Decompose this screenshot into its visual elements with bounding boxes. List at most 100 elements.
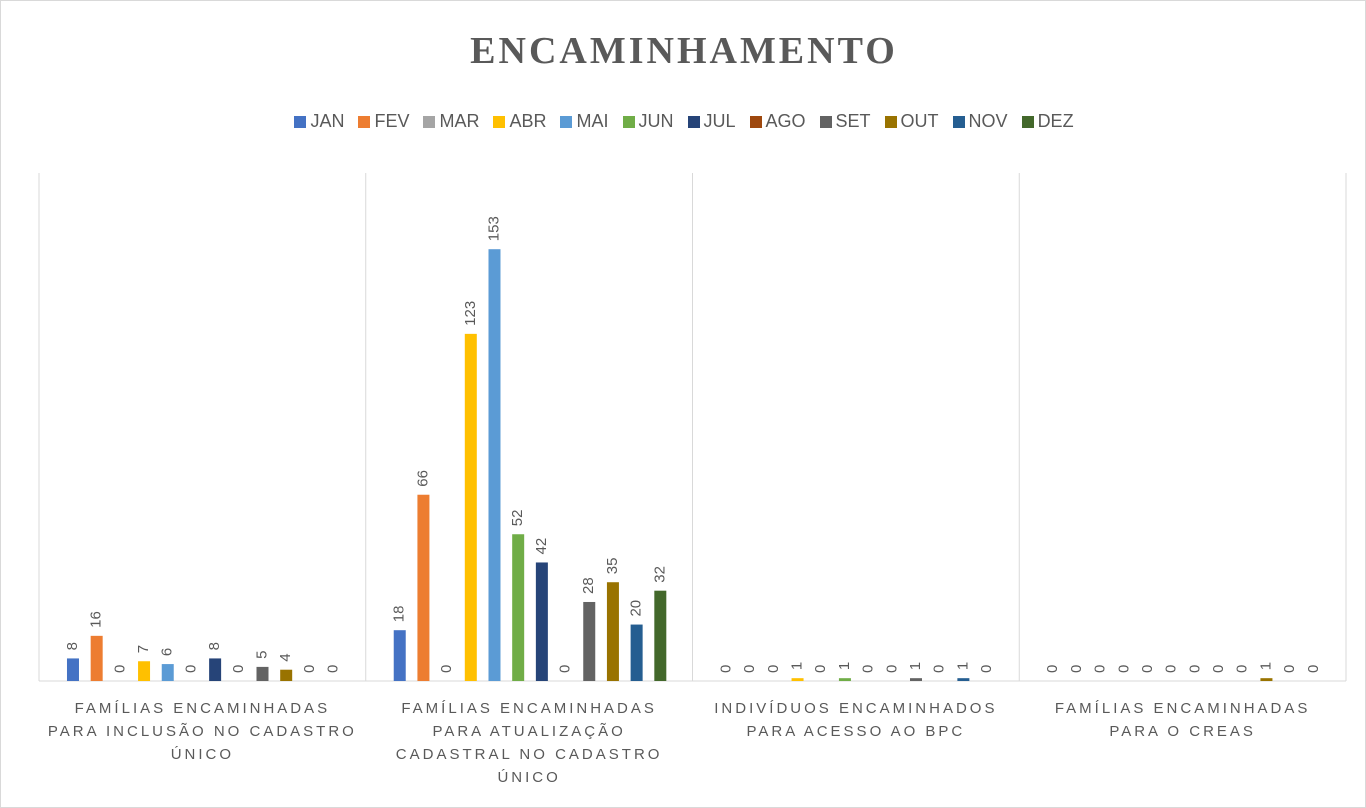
legend-item: DEZ	[1021, 111, 1074, 132]
legend-label: FEV	[374, 111, 410, 131]
data-label: 0	[978, 665, 995, 673]
data-label: 18	[391, 606, 408, 623]
bar	[512, 534, 525, 681]
legend-label: OUT	[900, 111, 939, 131]
data-label: 16	[88, 611, 105, 628]
data-label: 35	[604, 558, 621, 575]
data-label: 0	[860, 665, 877, 673]
bar	[66, 658, 79, 681]
bar	[583, 601, 596, 681]
data-label: 153	[485, 216, 502, 241]
x-tick-label: INDIVÍDUOS ENCAMINHADOS PARA ACESSO AO B…	[714, 700, 998, 740]
data-label: 1	[1257, 662, 1274, 670]
legend-item: SET	[819, 111, 871, 132]
legend-item: JUN	[622, 111, 674, 132]
legend-label: SET	[835, 111, 871, 131]
data-label: 0	[1210, 665, 1227, 673]
legend-item: ABR	[493, 111, 546, 132]
bar	[488, 249, 501, 681]
legend-swatch	[560, 115, 573, 128]
data-label: 6	[159, 648, 176, 656]
data-label: 4	[277, 653, 294, 661]
data-label: 0	[1068, 665, 1085, 673]
legend-swatch	[952, 115, 965, 128]
data-label: 0	[230, 665, 247, 673]
data-label: 8	[64, 642, 81, 650]
legend-item: NOV	[952, 111, 1008, 132]
legend-label: JUL	[703, 111, 736, 131]
bar	[1260, 678, 1273, 681]
data-label: 7	[135, 645, 152, 653]
data-label: 66	[414, 470, 431, 487]
data-label: 0	[301, 665, 318, 673]
data-label: 52	[509, 510, 526, 527]
legend-swatch	[819, 115, 832, 128]
data-label: 5	[253, 651, 270, 659]
chart-title: ENCAMINHAMENTO	[470, 30, 898, 72]
data-label: 1	[836, 662, 853, 670]
bar	[630, 624, 643, 681]
data-label: 0	[1281, 665, 1298, 673]
data-label: 0	[931, 665, 948, 673]
bar	[256, 666, 269, 681]
legend-label: JUN	[638, 111, 674, 131]
legend-swatch	[493, 115, 506, 128]
data-label: 0	[1234, 665, 1251, 673]
data-label: 0	[1044, 665, 1061, 673]
bar	[393, 630, 406, 681]
legend-swatch	[294, 115, 307, 128]
bar	[606, 582, 619, 681]
bar	[909, 678, 922, 681]
x-tick-label: FAMÍLIAS ENCAMINHADAS PARA INCLUSÃO NO C…	[47, 700, 357, 763]
legend-swatch	[687, 115, 700, 128]
data-label: 20	[628, 600, 645, 617]
data-label: 0	[1139, 665, 1156, 673]
legend-label: MAR	[439, 111, 480, 131]
legend-item: OUT	[884, 111, 939, 132]
legend-item: JUL	[687, 111, 736, 132]
data-label: 0	[111, 665, 128, 673]
data-label: 42	[533, 538, 550, 555]
legend-swatch	[358, 115, 371, 128]
bar	[138, 661, 151, 681]
legend-label: DEZ	[1037, 111, 1074, 131]
data-label: 0	[325, 665, 342, 673]
legend-swatch	[423, 115, 436, 128]
data-label: 1	[954, 662, 971, 670]
legend: JAN FEV MAR ABR MAI JUN JUL AGO SET OUT NOV DEZ	[1, 111, 1365, 132]
data-label: 1	[907, 662, 924, 670]
legend-item: FEV	[358, 111, 409, 132]
legend-item: MAR	[423, 111, 479, 132]
data-label: 0	[182, 665, 199, 673]
legend-item: AGO	[749, 111, 806, 132]
bar	[791, 678, 804, 681]
bar	[209, 658, 222, 681]
data-label: 0	[1186, 665, 1203, 673]
bar	[90, 635, 103, 681]
data-label: 0	[1115, 665, 1132, 673]
data-label: 32	[651, 566, 668, 583]
data-label: 0	[812, 665, 829, 673]
data-label: 8	[206, 642, 223, 650]
legend-swatch	[749, 115, 762, 128]
data-label: 1	[789, 662, 806, 670]
legend-swatch	[884, 115, 897, 128]
data-label: 0	[438, 665, 455, 673]
bar	[838, 678, 851, 681]
data-label: 123	[462, 301, 479, 326]
legend-item: MAI	[560, 111, 609, 132]
x-tick-label: FAMÍLIAS ENCAMINHADAS PARA O CREAS	[1054, 700, 1311, 740]
bar	[535, 562, 548, 681]
data-label: 0	[741, 665, 758, 673]
x-tick-label: FAMÍLIAS ENCAMINHADAS PARA ATUALIZAÇÃO C…	[395, 700, 663, 786]
data-label: 0	[1092, 665, 1109, 673]
data-label: 0	[883, 665, 900, 673]
legend-swatch	[622, 115, 635, 128]
data-label: 0	[717, 665, 734, 673]
data-label: 0	[1163, 665, 1180, 673]
bar	[654, 590, 667, 681]
legend-label: JAN	[310, 111, 345, 131]
bar	[280, 669, 293, 681]
